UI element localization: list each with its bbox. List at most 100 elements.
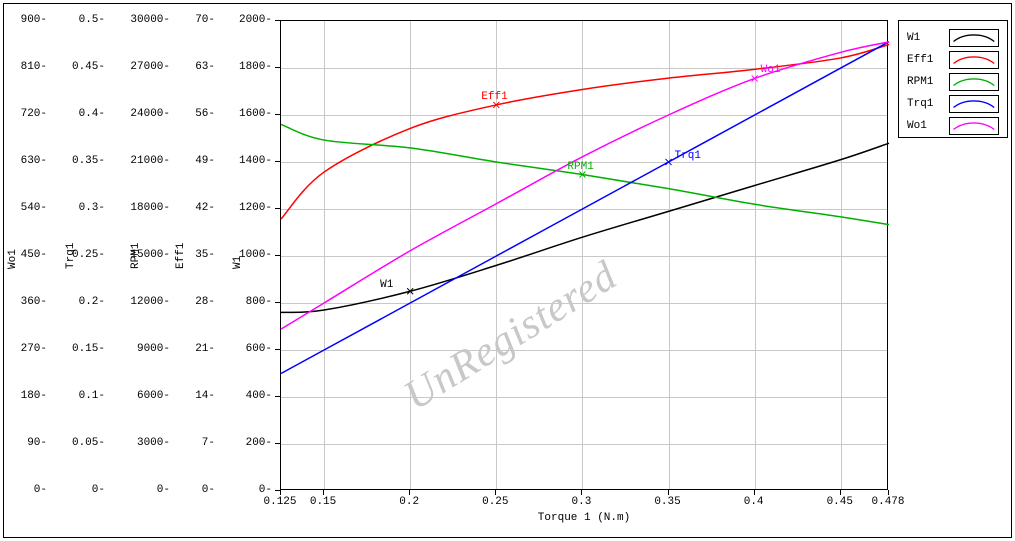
y-tick-label-Wo1: 720- (21, 108, 47, 120)
y-tick-label-RPM1: 30000- (130, 14, 170, 26)
y-tick-label-Trq1: 0.2- (79, 296, 105, 308)
y-axis-title-W1: W1 (232, 256, 244, 269)
y-tick-label-RPM1: 21000- (130, 155, 170, 167)
y-tick-label-Eff1: 70- (195, 14, 215, 26)
y-tick-label-Wo1: 270- (21, 343, 47, 355)
y-tick-label-Trq1: 0- (92, 484, 105, 496)
y-tick-label-Trq1: 0.3- (79, 202, 105, 214)
y-tick-label-W1: 1600- (239, 108, 272, 120)
y-axis-title-Eff1: Eff1 (175, 243, 187, 269)
x-tick-mark (668, 490, 669, 495)
y-tick-label-Trq1: 0.35- (72, 155, 105, 167)
series-marker-Trq1 (666, 159, 672, 165)
legend: W1Eff1RPM1Trq1Wo1 (898, 20, 1008, 138)
x-tick-label: 0.35 (654, 496, 680, 508)
plot-area: UnRegistered W1Eff1RPM1Trq1Wo1 (280, 20, 888, 490)
y-tick-label-RPM1: 3000- (137, 437, 170, 449)
y-tick-label-Trq1: 0.45- (72, 61, 105, 73)
series-Trq1 (281, 42, 889, 374)
legend-label-Eff1: Eff1 (907, 54, 949, 66)
y-tick-mark (275, 20, 280, 21)
legend-swatch-Wo1 (949, 117, 999, 135)
y-tick-label-RPM1: 24000- (130, 108, 170, 120)
y-tick-label-W1: 0- (259, 484, 272, 496)
y-tick-label-Wo1: 900- (21, 14, 47, 26)
series-label-W1: W1 (380, 279, 393, 291)
y-tick-label-W1: 2000- (239, 14, 272, 26)
y-tick-mark (275, 443, 280, 444)
y-tick-label-Trq1: 0.05- (72, 437, 105, 449)
x-tick-mark (888, 490, 889, 495)
y-tick-mark (275, 114, 280, 115)
x-tick-label: 0.478 (871, 496, 904, 508)
series-RPM1 (281, 124, 889, 224)
y-tick-label-Wo1: 0- (34, 484, 47, 496)
y-tick-label-Eff1: 42- (195, 202, 215, 214)
y-tick-label-Wo1: 450- (21, 249, 47, 261)
x-tick-label: 0.125 (263, 496, 296, 508)
series-label-Eff1: Eff1 (481, 91, 507, 103)
y-tick-label-Wo1: 180- (21, 390, 47, 402)
y-tick-label-Wo1: 360- (21, 296, 47, 308)
y-tick-mark (275, 490, 280, 491)
y-tick-label-Eff1: 14- (195, 390, 215, 402)
y-tick-label-Wo1: 540- (21, 202, 47, 214)
y-tick-label-Trq1: 0.15- (72, 343, 105, 355)
y-tick-label-Eff1: 7- (202, 437, 215, 449)
y-tick-label-W1: 400- (246, 390, 272, 402)
legend-item-Trq1: Trq1 (907, 93, 999, 115)
x-axis-title: Torque 1 (N.m) (538, 512, 630, 524)
y-tick-label-Eff1: 56- (195, 108, 215, 120)
x-tick-label: 0.2 (399, 496, 419, 508)
y-tick-label-W1: 200- (246, 437, 272, 449)
x-tick-label: 0.3 (572, 496, 592, 508)
legend-label-Trq1: Trq1 (907, 98, 949, 110)
y-axis-title-Wo1: Wo1 (7, 249, 19, 269)
x-tick-mark (323, 490, 324, 495)
y-tick-label-RPM1: 6000- (137, 390, 170, 402)
x-tick-mark (754, 490, 755, 495)
y-tick-label-Wo1: 630- (21, 155, 47, 167)
y-tick-label-Eff1: 49- (195, 155, 215, 167)
legend-swatch-Eff1 (949, 51, 999, 69)
y-tick-mark (275, 255, 280, 256)
legend-swatch-Trq1 (949, 95, 999, 113)
y-tick-label-W1: 600- (246, 343, 272, 355)
series-label-RPM1: RPM1 (567, 161, 593, 173)
x-tick-label: 0.15 (310, 496, 336, 508)
y-tick-label-RPM1: 18000- (130, 202, 170, 214)
y-axis-title-Trq1: Trq1 (65, 243, 77, 269)
x-tick-label: 0.25 (482, 496, 508, 508)
y-tick-label-RPM1: 9000- (137, 343, 170, 355)
x-tick-mark (840, 490, 841, 495)
series-label-Trq1: Trq1 (675, 150, 701, 162)
x-tick-mark (581, 490, 582, 495)
y-tick-mark (275, 208, 280, 209)
y-tick-label-Eff1: 63- (195, 61, 215, 73)
legend-swatch-RPM1 (949, 73, 999, 91)
y-tick-label-Trq1: 0.5- (79, 14, 105, 26)
y-tick-label-W1: 1200- (239, 202, 272, 214)
y-tick-label-RPM1: 12000- (130, 296, 170, 308)
plot-svg (281, 21, 889, 491)
series-Eff1 (281, 45, 889, 220)
y-tick-label-Wo1: 810- (21, 61, 47, 73)
y-axis-title-RPM1: RPM1 (130, 243, 142, 269)
series-label-Wo1: Wo1 (761, 64, 781, 76)
y-tick-label-W1: 1800- (239, 61, 272, 73)
y-tick-label-RPM1: 0- (157, 484, 170, 496)
y-tick-label-Trq1: 0.4- (79, 108, 105, 120)
y-tick-label-Trq1: 0.1- (79, 390, 105, 402)
legend-label-RPM1: RPM1 (907, 76, 949, 88)
x-tick-mark (495, 490, 496, 495)
x-tick-label: 0.4 (744, 496, 764, 508)
x-tick-mark (280, 490, 281, 495)
x-tick-label: 0.45 (827, 496, 853, 508)
y-tick-label-Eff1: 28- (195, 296, 215, 308)
y-tick-label-Eff1: 21- (195, 343, 215, 355)
y-tick-label-Eff1: 35- (195, 249, 215, 261)
y-tick-label-Wo1: 90- (27, 437, 47, 449)
legend-item-Wo1: Wo1 (907, 115, 999, 137)
y-tick-label-Eff1: 0- (202, 484, 215, 496)
y-tick-label-W1: 800- (246, 296, 272, 308)
